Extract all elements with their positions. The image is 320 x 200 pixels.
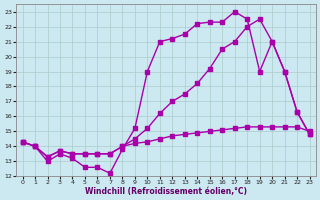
X-axis label: Windchill (Refroidissement éolien,°C): Windchill (Refroidissement éolien,°C) <box>85 187 247 196</box>
